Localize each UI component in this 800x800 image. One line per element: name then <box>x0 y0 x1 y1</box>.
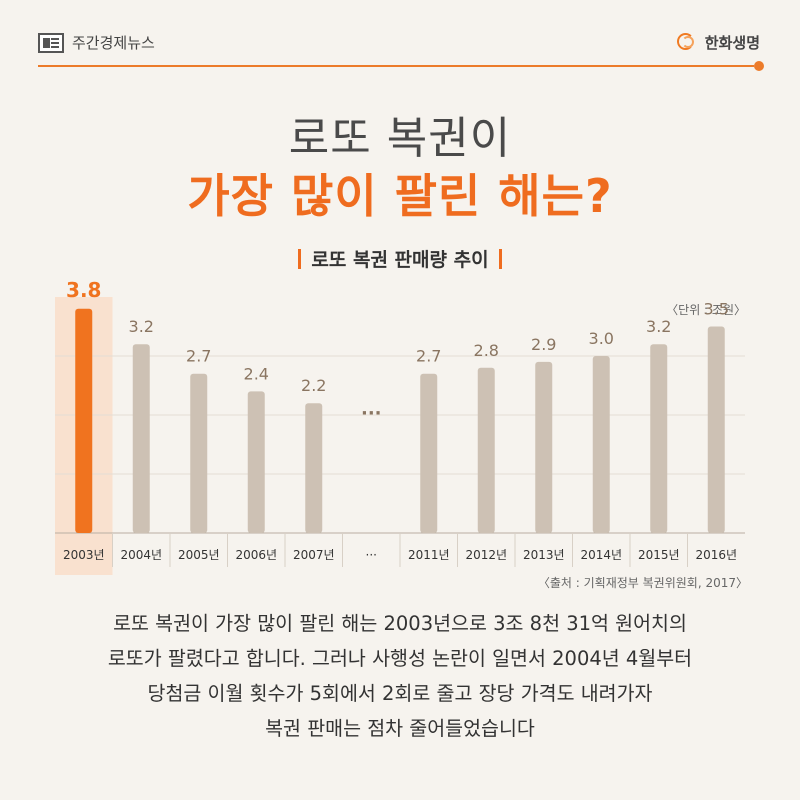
body-line: 복권 판매는 점차 줄어들었습니다 <box>265 717 535 740</box>
body-line: 당첨금 이월 횟수가 5회에서 2회로 줄고 장당 가격도 내려가자 <box>147 682 653 705</box>
tick-label: 2007년 <box>293 548 335 562</box>
body-text: 로또 복권이 가장 많이 팔린 해는 2003년으로 3조 8천 31억 원어치… <box>20 606 780 746</box>
subtitle-left-bar <box>298 249 302 269</box>
bar <box>305 403 323 533</box>
tick-label: 2006년 <box>235 548 277 562</box>
value-label: 3.0 <box>589 329 614 348</box>
chart-source: 〈출처 : 기획재정부 복권위원회, 2017〉 <box>537 576 748 590</box>
value-label: 3.2 <box>646 317 671 336</box>
value-label: 3.2 <box>129 317 154 336</box>
header-divider-dot <box>754 61 764 71</box>
bar <box>592 356 610 533</box>
body-line: 로또가 팔렸다고 합니다. 그러나 사행성 논란이 일면서 2004년 4월부터 <box>107 647 693 670</box>
bar <box>707 326 725 533</box>
chart-subtitle: 로또 복권 판매량 추이 <box>0 245 800 272</box>
bar <box>190 373 208 533</box>
header-divider <box>38 65 754 67</box>
title-line-2: 가장 많이 팔린 해는? <box>187 169 613 223</box>
bar <box>75 308 93 533</box>
value-label: 2.2 <box>301 376 326 395</box>
tick-label: 2016년 <box>695 548 737 562</box>
tick-label: 2011년 <box>408 548 450 562</box>
tick-label: 2004년 <box>120 548 162 562</box>
company-name: 한화생명 <box>704 33 760 52</box>
value-label: 2.9 <box>531 335 556 354</box>
bar <box>650 344 668 533</box>
value-label: 3.5 <box>704 300 729 319</box>
header: 주간경제뉴스 한화생명 <box>38 26 760 66</box>
value-label: ··· <box>361 403 382 424</box>
value-label: 2.4 <box>244 364 269 383</box>
tick-label: 2015년 <box>638 548 680 562</box>
bar <box>535 361 553 533</box>
hanwha-logo-icon <box>676 31 699 53</box>
tick-label: 2003년 <box>63 548 105 562</box>
news-brand: 주간경제뉴스 <box>38 32 155 53</box>
newspaper-icon <box>38 32 64 53</box>
title-line-1: 로또 복권이 <box>288 113 512 164</box>
bar-chart: 3.8 2003년 3.2 2004년 2.7 2005년 2.4 2006년 2.2 2007년… <box>55 278 745 575</box>
value-label: 2.7 <box>416 347 441 366</box>
chart-unit: 〈단위 : 조원〉 <box>666 303 746 317</box>
tick-label: ··· <box>366 548 377 562</box>
body-line: 로또 복권이 가장 많이 팔린 해는 2003년으로 3조 8천 31억 원어치… <box>113 612 687 635</box>
company-logo: 한화생명 <box>676 31 760 53</box>
value-label: 3.8 <box>66 278 101 302</box>
bar <box>132 344 150 533</box>
news-brand-label: 주간경제뉴스 <box>72 34 155 52</box>
subtitle-text: 로또 복권 판매량 추이 <box>311 249 489 271</box>
bar <box>420 373 438 533</box>
value-label: 2.7 <box>186 347 211 366</box>
tick-label: 2012년 <box>465 548 507 562</box>
bar <box>477 367 495 533</box>
tick-label: 2005년 <box>178 548 220 562</box>
value-label: 2.8 <box>474 341 499 360</box>
subtitle-right-bar <box>498 249 502 269</box>
tick-label: 2013년 <box>523 548 565 562</box>
tick-label: 2014년 <box>580 548 622 562</box>
bar <box>247 391 265 533</box>
